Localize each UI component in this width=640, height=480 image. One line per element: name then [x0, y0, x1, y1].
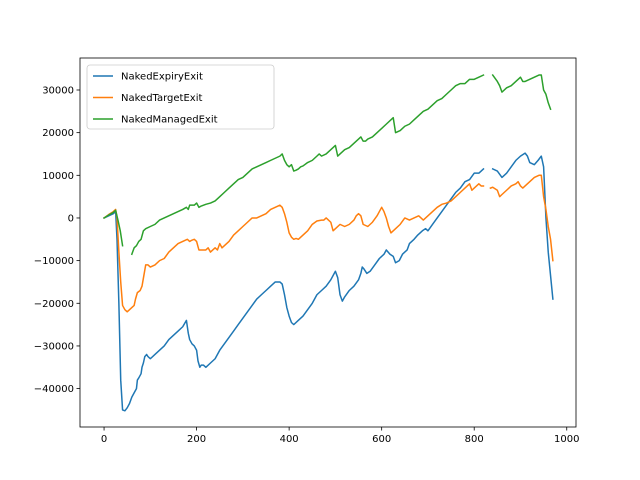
legend: NakedExpiryExit NakedTargetExit NakedManag…	[86, 64, 275, 130]
series-line-nakedtargetexit-1	[489, 174, 554, 262]
series-line-nakedmanagedexit-0	[103, 209, 124, 247]
y-tick-label: 10000	[42, 171, 74, 182]
y-tick-label: 20000	[42, 128, 74, 139]
x-tick-label: 200	[187, 434, 206, 445]
series-line-nakedtargetexit-0	[103, 183, 485, 313]
series-layer	[103, 74, 554, 412]
series-line-nakedexpiryexit-1	[491, 152, 554, 300]
y-tick-label: 30000	[42, 85, 74, 96]
y-tick-label: 0	[68, 213, 74, 224]
series-line-nakedexpiryexit-0	[103, 167, 485, 412]
x-tick-label: 1000	[554, 434, 579, 445]
axes-layer: 0 200 400 600 800 1000 −40000 −30000 −20000 −1000…	[34, 57, 579, 445]
legend-label-nakedtargetexit: NakedTargetExit	[121, 93, 202, 104]
x-tick-label: 800	[465, 434, 484, 445]
y-tick-label: −20000	[34, 299, 74, 310]
legend-label-nakedmanagedexit: NakedManagedExit	[121, 115, 218, 126]
axes-frame	[79, 57, 577, 428]
legend-label-nakedexpiryexit: NakedExpiryExit	[121, 72, 203, 83]
x-tick-label: 400	[280, 434, 299, 445]
x-tick-label: 0	[101, 434, 107, 445]
series-line-nakedmanagedexit-2	[491, 74, 552, 111]
x-tick-label: 600	[372, 434, 391, 445]
y-tick-label: −10000	[34, 256, 74, 267]
y-tick-label: −30000	[34, 341, 74, 352]
series-line-nakedmanagedexit-1	[130, 74, 485, 256]
y-tick-label: −40000	[34, 384, 74, 395]
legend-box	[86, 64, 275, 130]
